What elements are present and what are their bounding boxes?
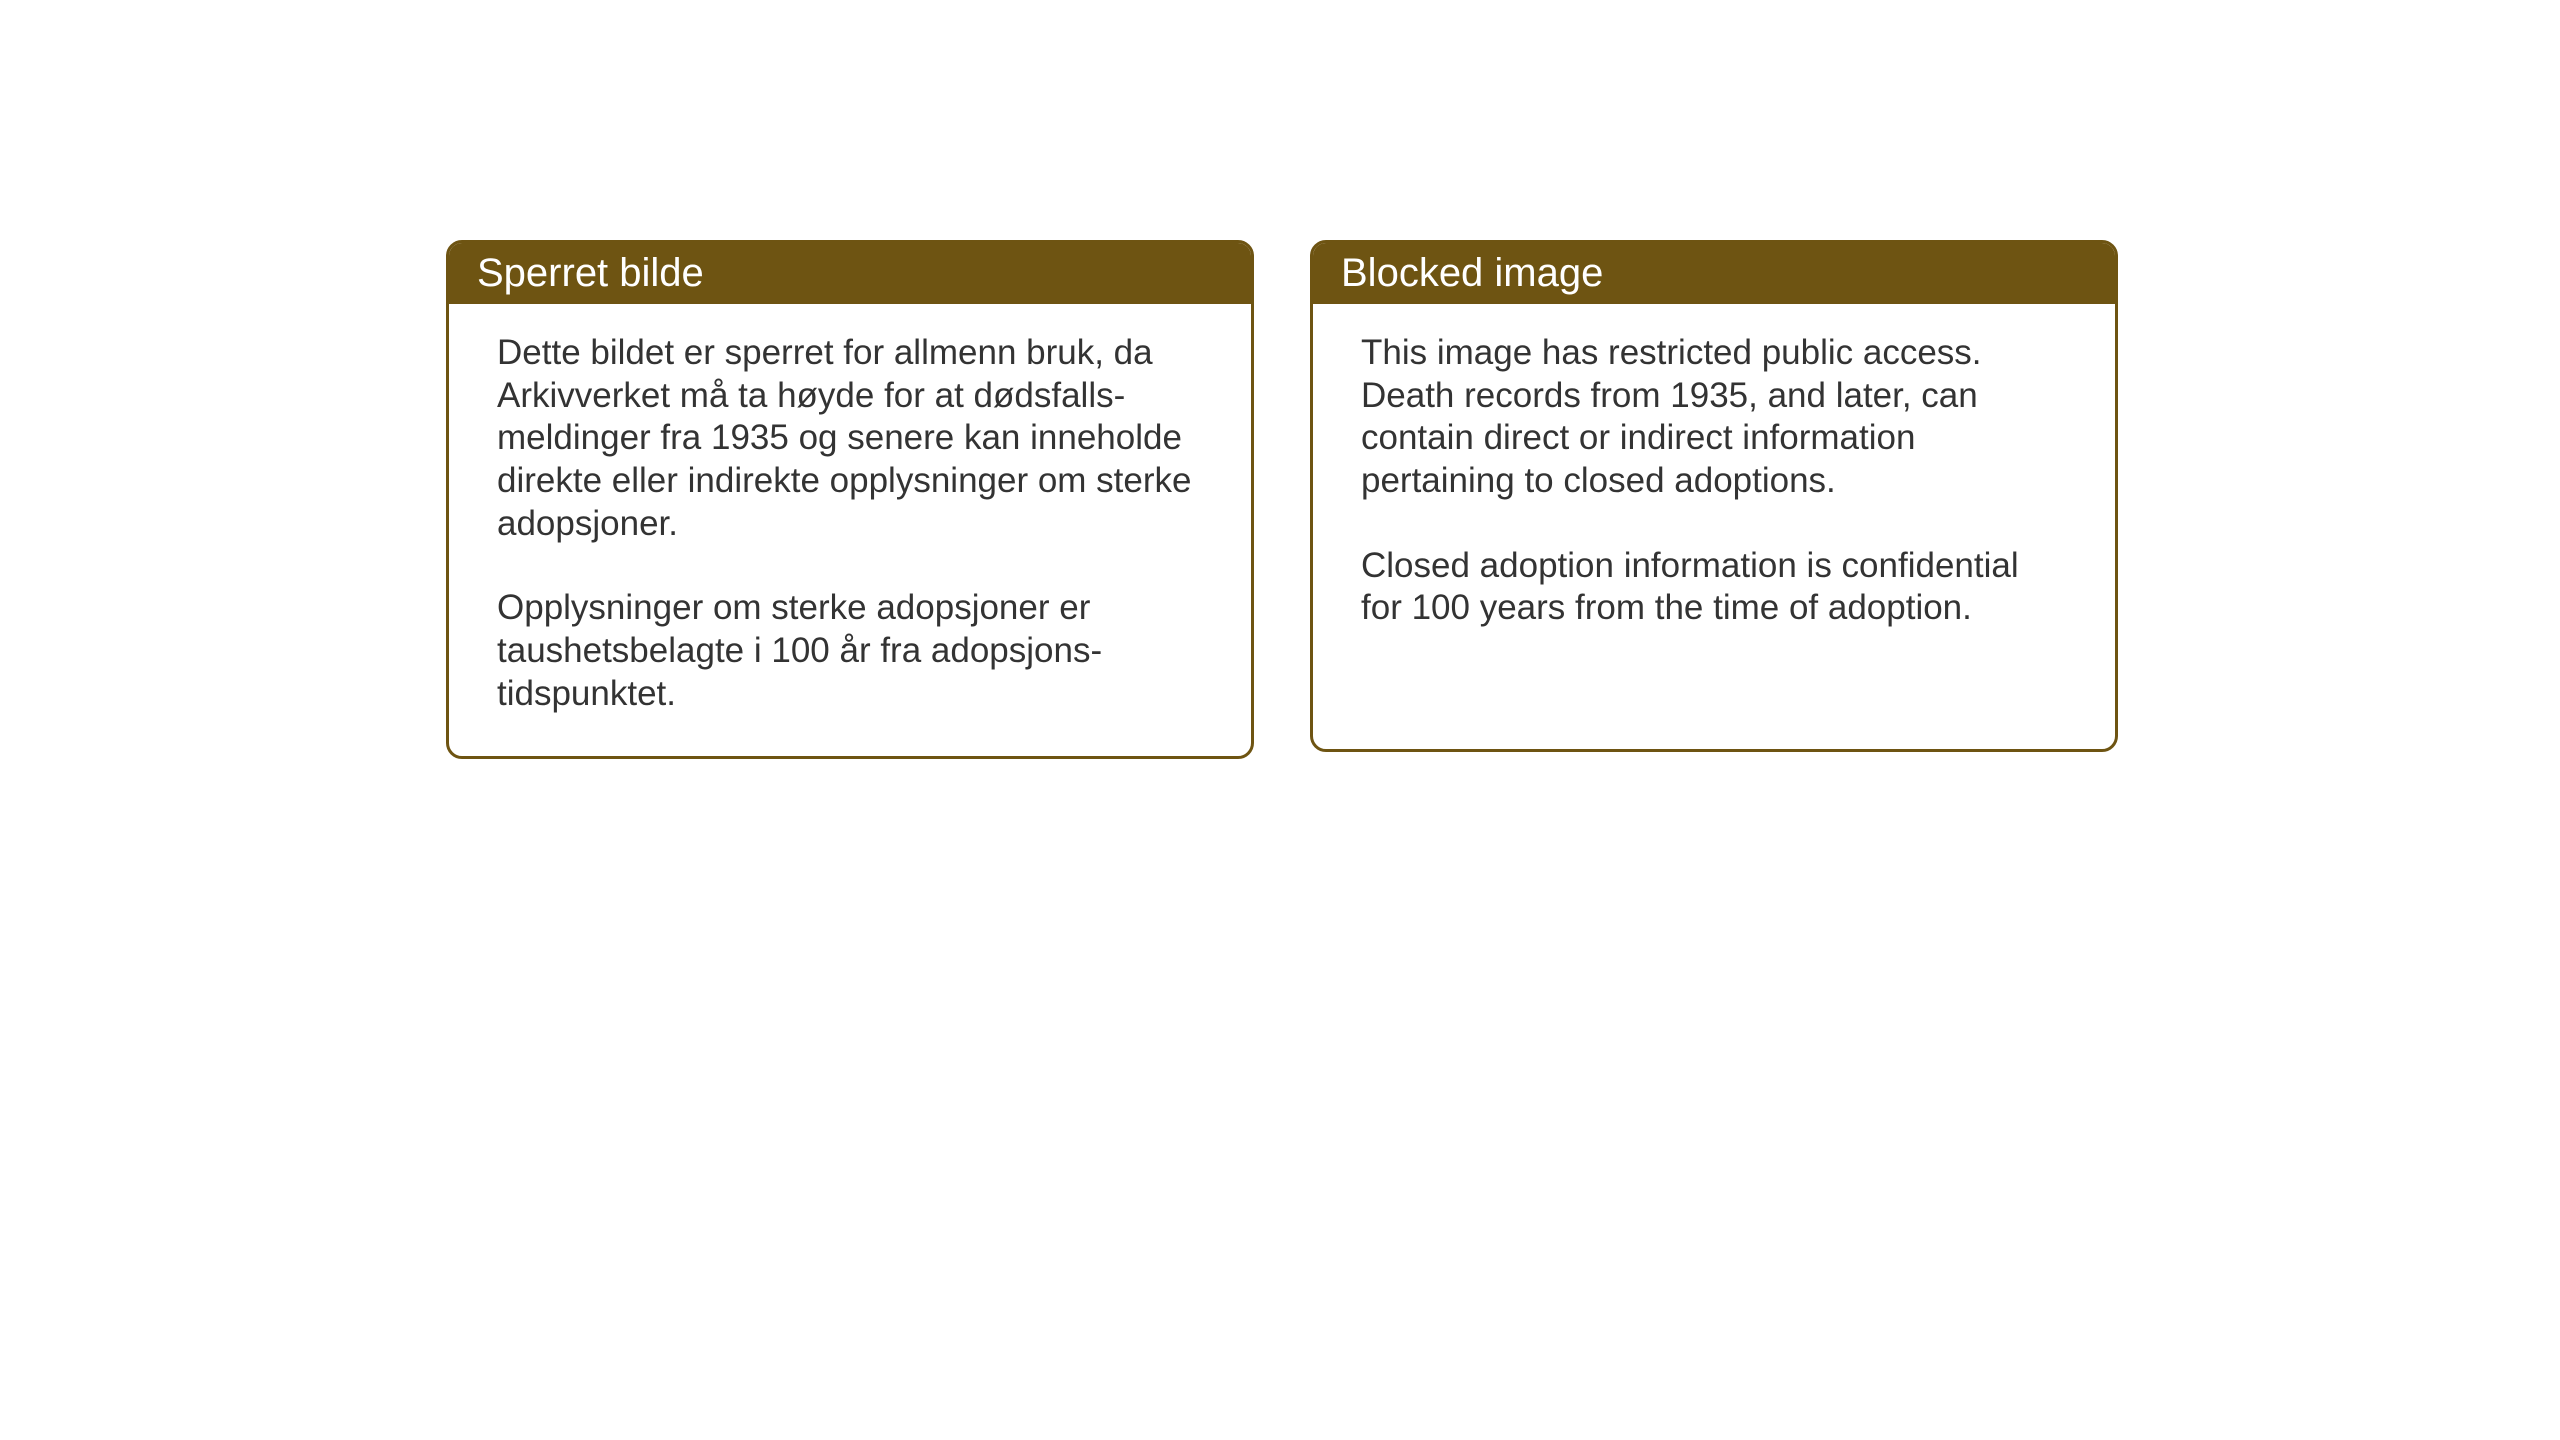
- notice-paragraph-2-english: Closed adoption information is confident…: [1361, 545, 2067, 630]
- notice-title-norwegian: Sperret bilde: [477, 251, 704, 295]
- notice-paragraph-1-norwegian: Dette bildet er sperret for allmenn bruk…: [497, 332, 1203, 545]
- notice-title-english: Blocked image: [1341, 251, 1603, 295]
- notice-container: Sperret bilde Dette bildet er sperret fo…: [446, 240, 2118, 759]
- notice-paragraph-2-norwegian: Opplysninger om sterke adopsjoner er tau…: [497, 587, 1203, 715]
- notice-box-norwegian: Sperret bilde Dette bildet er sperret fo…: [446, 240, 1254, 759]
- notice-header-english: Blocked image: [1313, 243, 2115, 304]
- notice-body-english: This image has restricted public access.…: [1313, 304, 2115, 670]
- notice-box-english: Blocked image This image has restricted …: [1310, 240, 2118, 752]
- notice-paragraph-1-english: This image has restricted public access.…: [1361, 332, 2067, 503]
- notice-header-norwegian: Sperret bilde: [449, 243, 1251, 304]
- notice-body-norwegian: Dette bildet er sperret for allmenn bruk…: [449, 304, 1251, 756]
